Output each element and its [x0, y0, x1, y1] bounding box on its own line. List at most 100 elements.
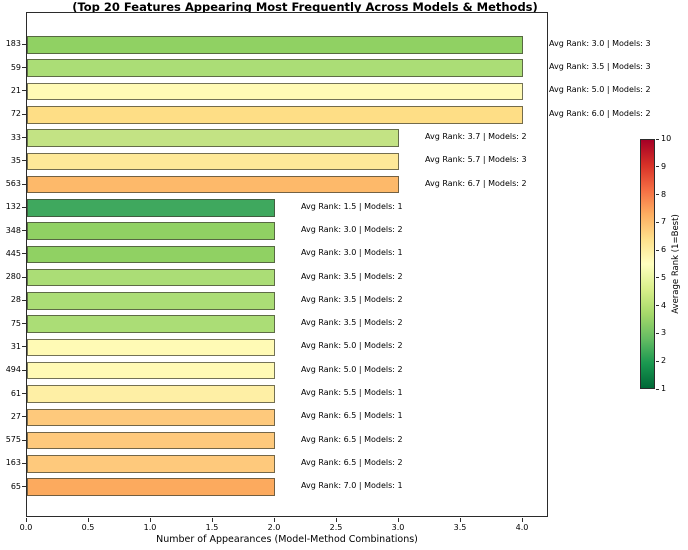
- colorbar: [640, 139, 655, 389]
- bar-annotation: Avg Rank: 6.5 | Models: 1: [301, 411, 403, 421]
- x-tick-label: 0.0: [19, 523, 33, 532]
- x-tick-mark: [335, 518, 337, 522]
- bar-annotation: Avg Rank: 3.0 | Models: 2: [301, 225, 403, 235]
- bar-annotation: Avg Rank: 3.5 | Models: 3: [549, 62, 651, 72]
- y-tick-label: 35: [10, 155, 21, 165]
- bar-feature-575: [27, 431, 275, 450]
- bar-feature-21: [27, 82, 523, 101]
- y-tick-mark: [22, 253, 26, 255]
- bar-annotation: Avg Rank: 6.5 | Models: 2: [301, 434, 403, 444]
- bar-feature-61: [27, 385, 275, 403]
- y-tick-label: 575: [5, 435, 21, 445]
- x-tick-mark: [397, 518, 399, 522]
- y-tick-mark: [22, 323, 26, 325]
- x-tick-label: 1.5: [205, 523, 219, 532]
- colorbar-tick-label: 9: [661, 161, 667, 171]
- colorbar-tick-mark: [656, 277, 659, 279]
- colorbar-tick-mark: [656, 166, 659, 168]
- y-tick-label: 563: [5, 179, 21, 189]
- x-axis-label: Number of Appearances (Model-Method Comb…: [156, 534, 418, 545]
- colorbar-tick-label: 3: [661, 328, 667, 338]
- bar-annotation: Avg Rank: 3.5 | Models: 2: [301, 294, 403, 304]
- bar-feature-33: [27, 129, 399, 147]
- bar-annotation: Avg Rank: 3.7 | Models: 2: [425, 132, 527, 142]
- y-tick-label: 494: [5, 365, 21, 375]
- colorbar-tick-mark: [656, 332, 659, 334]
- y-tick-label: 445: [5, 248, 21, 258]
- x-tick-mark: [521, 518, 523, 522]
- y-tick-label: 280: [5, 272, 21, 282]
- y-tick-mark: [22, 137, 26, 139]
- y-tick-label: 61: [10, 388, 21, 398]
- y-tick-mark: [22, 206, 26, 208]
- bar-annotation: Avg Rank: 7.0 | Models: 1: [301, 481, 403, 491]
- bar-annotation: Avg Rank: 6.5 | Models: 2: [301, 457, 403, 467]
- bar-feature-35: [27, 152, 399, 171]
- y-tick-mark: [22, 67, 26, 69]
- bar-annotation: Avg Rank: 3.5 | Models: 2: [301, 271, 403, 281]
- x-tick-label: 3.0: [391, 523, 405, 532]
- y-tick-mark: [22, 113, 26, 115]
- y-tick-label: 348: [5, 225, 21, 235]
- bar-feature-563: [27, 175, 399, 194]
- bar-feature-494: [27, 361, 275, 380]
- bar-feature-65: [27, 478, 275, 496]
- bar-feature-28: [27, 292, 275, 310]
- colorbar-tick-mark: [656, 388, 659, 390]
- colorbar-tick-mark: [656, 305, 659, 307]
- x-tick-mark: [273, 518, 275, 522]
- y-tick-mark: [22, 393, 26, 394]
- bar-feature-27: [27, 408, 275, 427]
- bar-feature-132: [27, 199, 275, 217]
- bar-feature-280: [27, 268, 275, 287]
- colorbar-tick-label: 6: [661, 245, 667, 255]
- bar-feature-31: [27, 338, 275, 357]
- x-tick-label: 0.5: [81, 523, 95, 532]
- x-tick-label: 2.0: [267, 523, 281, 532]
- y-tick-label: 28: [10, 295, 21, 305]
- bar-feature-72: [27, 106, 523, 124]
- colorbar-label: Average Rank (1=Best): [671, 214, 681, 314]
- x-tick-mark: [87, 518, 89, 522]
- y-tick-mark: [22, 299, 26, 301]
- bar-annotation: Avg Rank: 1.5 | Models: 1: [301, 201, 403, 211]
- colorbar-tick-mark: [656, 249, 659, 251]
- bar-annotation: Avg Rank: 3.0 | Models: 1: [301, 248, 403, 258]
- bar-feature-183: [27, 36, 523, 54]
- x-tick-label: 3.5: [453, 523, 467, 532]
- y-tick-label: 72: [10, 109, 21, 119]
- colorbar-tick-label: 8: [661, 189, 667, 199]
- y-tick-label: 132: [5, 202, 21, 212]
- bar-annotation: Avg Rank: 3.0 | Models: 3: [549, 38, 651, 48]
- x-tick-mark: [459, 518, 461, 522]
- y-tick-mark: [22, 369, 26, 371]
- bar-annotation: Avg Rank: 5.5 | Models: 1: [301, 388, 403, 397]
- y-tick-label: 27: [10, 411, 21, 421]
- y-tick-mark: [22, 346, 26, 348]
- y-tick-label: 163: [5, 458, 21, 468]
- colorbar-tick-label: 7: [661, 217, 667, 227]
- colorbar-tick-mark: [656, 194, 659, 196]
- y-tick-label: 33: [10, 132, 21, 142]
- colorbar-tick-label: 1: [661, 384, 667, 393]
- y-tick-mark: [22, 486, 26, 488]
- x-tick-mark: [149, 518, 151, 522]
- bar-feature-348: [27, 222, 275, 240]
- y-tick-label: 31: [10, 341, 21, 351]
- bar-annotation: Avg Rank: 5.0 | Models: 2: [301, 364, 403, 374]
- bar-annotation: Avg Rank: 6.0 | Models: 2: [549, 108, 651, 118]
- bar-annotation: Avg Rank: 6.7 | Models: 2: [425, 178, 527, 188]
- y-tick-mark: [22, 416, 26, 418]
- colorbar-tick-label: 5: [661, 272, 667, 282]
- x-tick-label: 2.5: [329, 523, 343, 532]
- bar-feature-445: [27, 245, 275, 264]
- bar-feature-75: [27, 315, 275, 333]
- y-tick-mark: [22, 276, 26, 278]
- y-tick-label: 59: [10, 62, 21, 72]
- y-tick-mark: [22, 90, 26, 92]
- bar-feature-59: [27, 59, 523, 77]
- bar-annotation: Avg Rank: 5.0 | Models: 2: [549, 85, 651, 95]
- y-tick-label: 183: [5, 39, 21, 49]
- x-tick-label: 1.0: [143, 523, 157, 532]
